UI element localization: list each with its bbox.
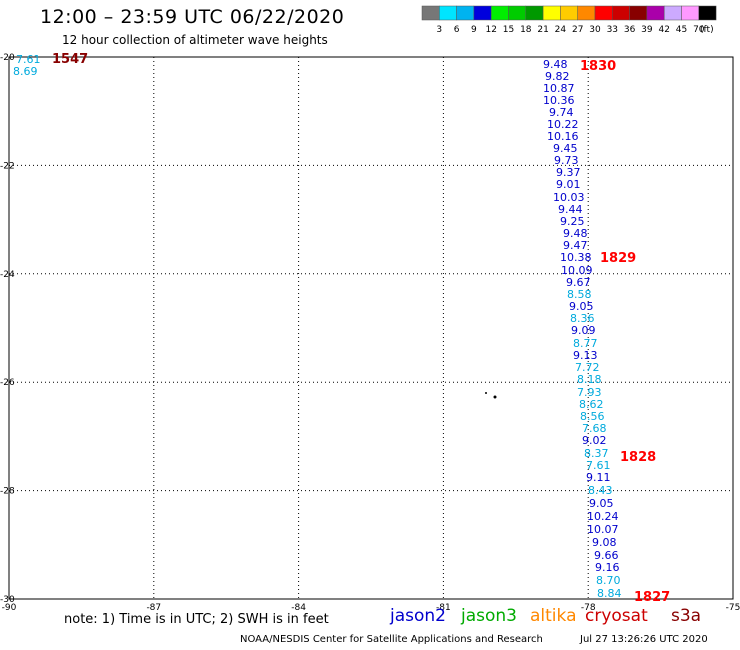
wave-height-value: 7.68	[582, 422, 607, 435]
colorbar-tick-label: 9	[471, 25, 477, 35]
colorbar-tick-label: 3	[436, 25, 442, 35]
island-marker	[493, 395, 497, 399]
colorbar-tick-label: 12	[485, 25, 496, 35]
wave-height-value: 9.74	[549, 106, 574, 119]
wave-height-value: 10.24	[587, 510, 619, 523]
colorbar-tick-label: 33	[607, 25, 618, 35]
longitude-tick-label: -78	[581, 603, 596, 613]
longitude-tick-label: -84	[291, 603, 306, 613]
wave-height-value: 8.84	[597, 587, 622, 600]
credit-line: NOAA/NESDIS Center for Satellite Applica…	[240, 634, 543, 645]
latitude-tick-label: -22	[0, 161, 15, 171]
legend-entry-jason3: jason3	[461, 606, 517, 626]
wave-height-colorbar: 3 6 9 12 15 18 21 24 27 30 33 36 39 42 45 70(ft)	[421, 5, 717, 35]
latitude-tick-label: -30	[0, 595, 15, 605]
map-subtitle: 12 hour collection of altimeter wave hei…	[62, 33, 328, 47]
wave-height-value: 9.13	[573, 349, 598, 362]
longitude-tick-label: -90	[2, 603, 17, 613]
colorbar-tick-label: 36	[624, 25, 636, 35]
wave-height-value: 9.11	[586, 471, 611, 484]
legend-entry-altika: altika	[530, 606, 577, 626]
wave-height-value: 10.09	[561, 264, 593, 277]
wave-height-value: 8.36	[570, 312, 595, 325]
wave-height-value: 9.67	[566, 276, 591, 289]
wave-height-value: 7.93	[577, 386, 602, 399]
pass-time-label: 1827	[634, 590, 670, 605]
wave-height-value: 8.77	[573, 337, 598, 350]
colorbar-swatch	[698, 5, 717, 21]
wave-height-value: 9.05	[569, 300, 594, 313]
wave-height-value: 10.07	[587, 523, 619, 536]
longitude-tick-label: -75	[726, 603, 740, 613]
colorbar-tick-label: 42	[658, 25, 669, 35]
wave-height-value: 9.09	[571, 324, 596, 337]
wave-height-value: 10.16	[547, 130, 579, 143]
colorbar-unit: (ft)	[700, 25, 714, 35]
wave-height-value: 9.05	[589, 497, 614, 510]
pass-time-label: 1828	[620, 450, 656, 465]
latitude-tick-label: -24	[0, 270, 15, 280]
colorbar-tick-label: 21	[537, 25, 548, 35]
colorbar-tick-label: 45	[676, 25, 687, 35]
wave-height-value: 10.87	[543, 82, 575, 95]
colorbar-tick-label: 27	[572, 25, 583, 35]
pass-time-label: 1830	[580, 59, 616, 74]
map-frame	[8, 56, 734, 600]
map-title: 12:00 – 23:59 UTC 06/22/2020	[40, 6, 345, 28]
pass-time-label: 1547	[52, 52, 88, 67]
wave-height-value: 9.37	[556, 166, 581, 179]
wave-height-value: 10.22	[547, 118, 579, 131]
longitude-tick-label: -81	[436, 603, 451, 613]
generation-timestamp: Jul 27 13:26:26 UTC 2020	[580, 634, 708, 645]
latitude-tick-label: -20	[0, 53, 15, 63]
wave-height-value: 8.62	[579, 398, 604, 411]
wave-height-value: 8.43	[588, 484, 613, 497]
latitude-tick-label: -28	[0, 487, 15, 497]
wave-height-value: 9.73	[554, 154, 579, 167]
wave-height-value: 8.69	[13, 65, 38, 78]
wave-height-value: 8.37	[584, 447, 609, 460]
longitude-tick-label: -87	[146, 603, 161, 613]
wave-height-value: 9.66	[594, 549, 619, 562]
wave-height-value: 10.38	[560, 251, 592, 264]
wave-height-value: 9.25	[560, 215, 585, 228]
colorbar-tick-label: 70	[693, 25, 705, 35]
wave-height-value: 8.56	[580, 410, 605, 423]
latitude-tick-label: -26	[0, 378, 15, 388]
wave-height-value: 7.61	[586, 459, 611, 472]
legend-entry-s3a: s3a	[671, 606, 702, 626]
wave-height-value: 9.44	[558, 203, 583, 216]
wave-height-value: 8.70	[596, 574, 621, 587]
colorbar-tick-label: 39	[641, 25, 653, 35]
legend-entry-cryosat: cryosat	[585, 606, 648, 626]
wave-height-value: 9.02	[582, 434, 607, 447]
wave-height-value: 9.48	[563, 227, 588, 240]
wave-height-value: 10.36	[543, 94, 575, 107]
wave-height-value: 8.18	[577, 373, 602, 386]
legend-entry-jason2: jason2	[390, 606, 446, 626]
wave-height-value: 9.16	[595, 561, 620, 574]
footer-note: note: 1) Time is in UTC; 2) SWH is in fe…	[64, 612, 329, 627]
colorbar-tick-label: 30	[589, 25, 601, 35]
wave-height-value: 10.03	[553, 191, 585, 204]
wave-height-value: 9.82	[545, 70, 570, 83]
pass-time-label: 1829	[600, 251, 636, 266]
wave-height-value: 9.08	[592, 536, 617, 549]
wave-height-value: 9.47	[563, 239, 588, 252]
wave-height-value: 7.72	[575, 361, 600, 374]
colorbar-tick-label: 15	[503, 25, 514, 35]
island-marker	[485, 392, 487, 394]
colorbar-tick-label: 24	[555, 25, 567, 35]
wave-height-value: 9.48	[543, 58, 568, 71]
wave-height-value: 9.45	[553, 142, 578, 155]
colorbar-tick-label: 6	[454, 25, 460, 35]
wave-height-value: 9.01	[556, 178, 581, 191]
colorbar-tick-label: 18	[520, 25, 532, 35]
wave-height-value: 8.58	[567, 288, 592, 301]
wave-height-value: 7.61	[16, 53, 41, 66]
